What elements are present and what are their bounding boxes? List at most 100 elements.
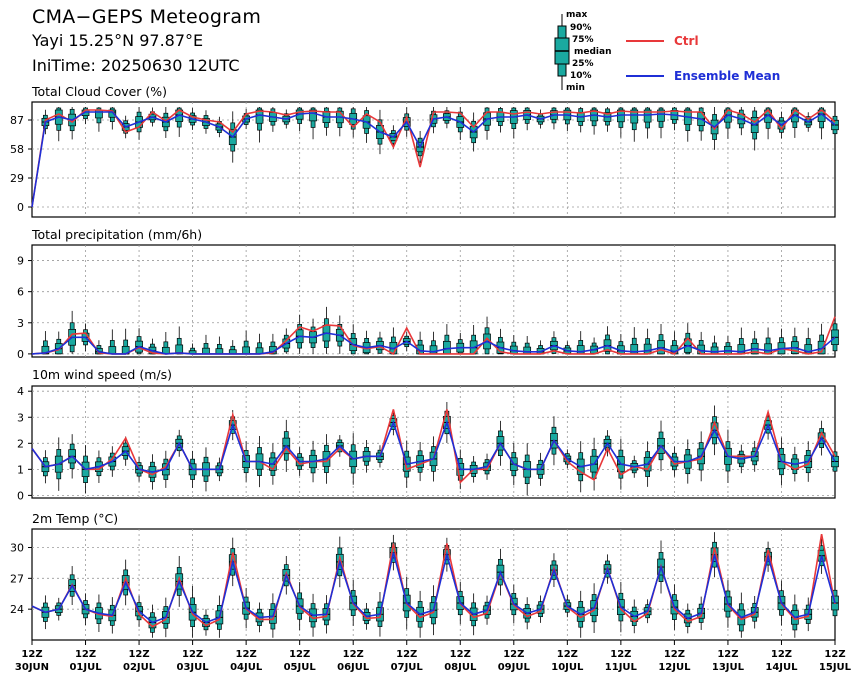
mean-line xyxy=(31,551,836,624)
panel-title-cloud: Total Cloud Cover (%) xyxy=(32,84,168,99)
y-tick-label: 30 xyxy=(10,542,24,555)
y-tick-label: 6 xyxy=(17,286,24,299)
x-tick-hour: 12Z xyxy=(503,649,524,660)
x-tick-hour: 12Z xyxy=(396,649,417,660)
y-tick-label: 29 xyxy=(10,172,24,185)
y-tick-label: 87 xyxy=(10,114,24,127)
y-tick-label: 9 xyxy=(17,255,24,268)
x-tick-hour: 12Z xyxy=(824,649,845,660)
y-tick-label: 0 xyxy=(17,489,24,502)
ctrl-line xyxy=(31,533,836,628)
x-tick-date: 04JUL xyxy=(230,662,263,673)
ensemble-box xyxy=(135,328,143,355)
panel-1: 0 3 6 9 xyxy=(17,244,839,361)
panel-2: 0 1 2 3 4 xyxy=(17,385,839,502)
ensemble-box xyxy=(724,107,732,139)
x-tick-hour: 12Z xyxy=(75,649,96,660)
box-inner xyxy=(41,345,50,355)
ensemble-box xyxy=(269,107,277,132)
x-tick-hour: 12Z xyxy=(236,649,257,660)
x-tick-date: 13JUL xyxy=(712,662,745,673)
x-tick-hour: 12Z xyxy=(289,649,310,660)
y-tick-label: 0 xyxy=(17,348,24,361)
x-tick-hour: 12Z xyxy=(717,649,738,660)
ensemble-box xyxy=(202,334,210,355)
legend-mean-label: Ensemble Mean xyxy=(674,69,781,83)
panel-title-wind: 10m wind speed (m/s) xyxy=(32,367,172,382)
ensemble-box xyxy=(630,327,639,355)
x-tick-date: 11JUL xyxy=(605,662,638,673)
ensemble-box xyxy=(161,331,170,355)
box-inner xyxy=(108,109,117,118)
box-inner xyxy=(429,345,438,355)
ensemble-box xyxy=(750,330,759,355)
x-tick-date: 30JUN xyxy=(15,662,49,673)
ensemble-box xyxy=(576,107,585,133)
ensemble-box xyxy=(509,107,518,139)
page-title: CMA−GEPS Meteogram xyxy=(32,6,262,28)
x-tick-date: 09JUL xyxy=(498,662,531,673)
ensemble-box xyxy=(68,107,77,140)
mean-line xyxy=(31,332,836,355)
ensemble-box xyxy=(496,107,505,133)
x-tick-date: 01JUL xyxy=(69,662,102,673)
ensemble-box xyxy=(563,107,572,132)
legend-p75: 75% xyxy=(572,35,594,45)
ensemble-box xyxy=(228,340,237,355)
ensemble-box xyxy=(322,306,331,354)
ensemble-box xyxy=(376,331,384,354)
location-label: Yayi 15.25°N 97.87°E xyxy=(32,31,204,50)
y-tick-label: 3 xyxy=(17,317,24,330)
legend-median: median xyxy=(574,47,612,57)
x-tick-date: 06JUL xyxy=(337,662,370,673)
panel-title-temp: 2m Temp (°C) xyxy=(32,511,119,526)
y-tick-label: 4 xyxy=(17,385,24,398)
panel-3: 24 27 30 xyxy=(10,528,839,641)
x-tick-date: 02JUL xyxy=(123,662,156,673)
box-inner xyxy=(523,346,532,355)
panel-frame xyxy=(31,244,836,358)
x-tick-hour: 12Z xyxy=(610,649,631,660)
ensemble-box xyxy=(750,107,759,151)
x-tick-date: 07JUL xyxy=(391,662,424,673)
panel-frame xyxy=(31,101,836,218)
mean-line xyxy=(31,111,836,208)
ensemble-box xyxy=(188,343,197,355)
ensemble-box xyxy=(483,316,491,355)
ensemble-box xyxy=(175,326,184,355)
panel-0: 0 29 58 87 xyxy=(10,101,839,218)
ensemble-box xyxy=(456,332,465,355)
ensemble-box xyxy=(215,336,224,355)
panel-frame xyxy=(31,385,836,499)
ensemble-box xyxy=(469,325,478,355)
ensemble-box xyxy=(831,443,839,480)
box-inner xyxy=(242,346,250,355)
x-tick-hour: 12Z xyxy=(664,649,685,660)
box-inner xyxy=(202,347,210,355)
init-time-label: IniTime: 20250630 12UTC xyxy=(32,56,240,75)
y-tick-label: 3 xyxy=(17,411,24,424)
y-tick-label: 58 xyxy=(10,143,24,156)
y-tick-label: 0 xyxy=(17,201,24,214)
box-inner xyxy=(95,109,103,119)
ensemble-box xyxy=(54,107,63,142)
x-tick-hour: 12Z xyxy=(182,649,203,660)
ensemble-box xyxy=(429,331,438,355)
x-tick-date: 05JUL xyxy=(284,662,317,673)
box-inner xyxy=(175,344,184,355)
ensemble-box xyxy=(362,330,371,355)
legend-box-icon xyxy=(554,14,570,90)
ensemble-box xyxy=(242,330,250,355)
ensemble-box xyxy=(362,107,371,143)
ensemble-box xyxy=(603,107,612,132)
box-inner xyxy=(443,340,451,355)
x-tick-hour: 12Z xyxy=(450,649,471,660)
x-tick-date: 12JUL xyxy=(658,662,691,673)
y-tick-label: 2 xyxy=(17,437,24,450)
ensemble-box xyxy=(576,331,585,355)
ensemble-box xyxy=(737,107,746,136)
mean-line xyxy=(31,419,836,473)
x-tick-hour: 12Z xyxy=(128,649,149,660)
x-tick-hour: 12Z xyxy=(557,649,578,660)
box-inner xyxy=(576,345,585,355)
